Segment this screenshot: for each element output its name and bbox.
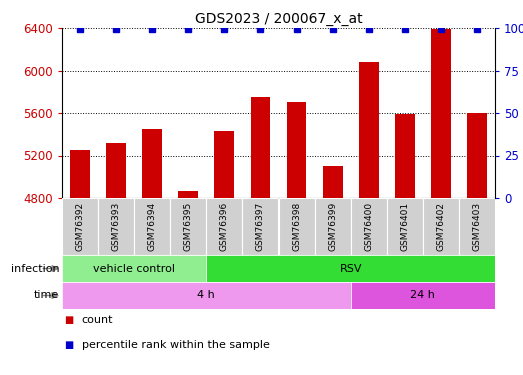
Text: GSM76394: GSM76394: [147, 202, 157, 251]
Bar: [70, 150, 90, 198]
Bar: [323, 166, 343, 198]
Text: GSM76399: GSM76399: [328, 202, 337, 251]
Bar: [431, 29, 451, 198]
Text: GSM76395: GSM76395: [184, 202, 193, 251]
Bar: [62, 198, 98, 255]
Text: GSM76393: GSM76393: [111, 202, 121, 251]
Bar: [214, 131, 234, 198]
Bar: [287, 102, 306, 198]
Bar: [207, 198, 243, 255]
Text: GSM76392: GSM76392: [75, 202, 85, 251]
Text: 24 h: 24 h: [411, 291, 435, 300]
Bar: [359, 62, 379, 198]
Bar: [62, 255, 207, 282]
Text: GSM76402: GSM76402: [436, 202, 446, 251]
Title: GDS2023 / 200067_x_at: GDS2023 / 200067_x_at: [195, 12, 362, 26]
Bar: [350, 282, 495, 309]
Bar: [467, 113, 487, 198]
Text: ■: ■: [65, 340, 74, 350]
Text: vehicle control: vehicle control: [93, 264, 175, 273]
Bar: [142, 129, 162, 198]
Bar: [98, 198, 134, 255]
Bar: [106, 143, 126, 198]
Text: RSV: RSV: [339, 264, 362, 273]
Text: ■: ■: [65, 315, 74, 325]
Text: percentile rank within the sample: percentile rank within the sample: [82, 340, 270, 350]
Text: time: time: [34, 291, 60, 300]
Text: GSM76397: GSM76397: [256, 202, 265, 251]
Bar: [207, 255, 495, 282]
Bar: [314, 198, 350, 255]
Bar: [170, 198, 207, 255]
Bar: [459, 198, 495, 255]
Text: GSM76398: GSM76398: [292, 202, 301, 251]
Text: count: count: [82, 315, 113, 325]
Bar: [423, 198, 459, 255]
Bar: [243, 198, 279, 255]
Bar: [395, 114, 415, 198]
Text: 4 h: 4 h: [198, 291, 215, 300]
Text: GSM76401: GSM76401: [400, 202, 410, 251]
Bar: [386, 198, 423, 255]
Bar: [350, 198, 386, 255]
Text: GSM76403: GSM76403: [472, 202, 482, 251]
Bar: [279, 198, 314, 255]
Text: infection: infection: [11, 264, 60, 273]
Text: GSM76396: GSM76396: [220, 202, 229, 251]
Text: GSM76400: GSM76400: [364, 202, 373, 251]
Bar: [178, 190, 198, 198]
Bar: [62, 282, 350, 309]
Bar: [251, 97, 270, 198]
Bar: [134, 198, 170, 255]
